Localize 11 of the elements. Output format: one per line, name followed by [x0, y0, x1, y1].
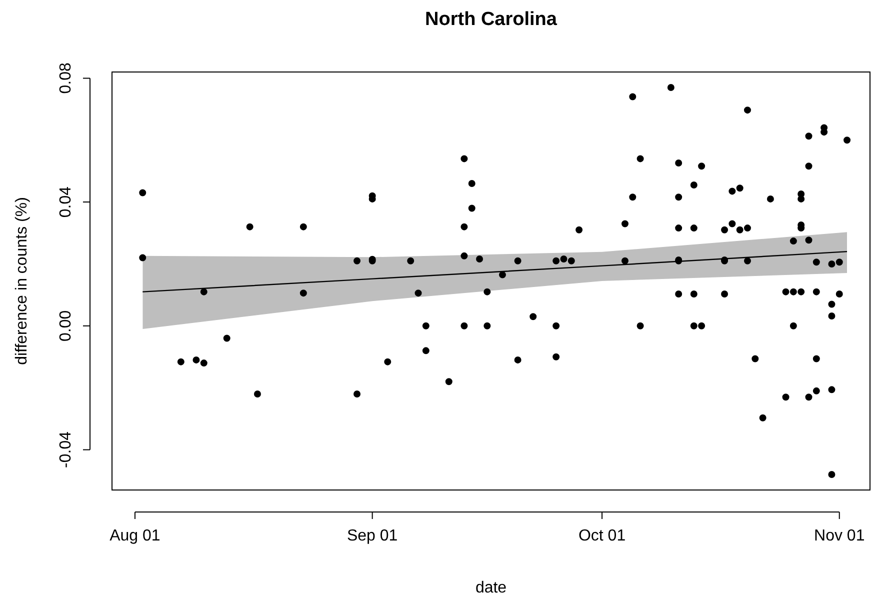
x-tick-label: Oct 01 [578, 527, 626, 544]
x-tick-label: Aug 01 [110, 527, 160, 544]
y-tick-label: -0.04 [57, 431, 74, 468]
x-axis-title: date [475, 579, 507, 596]
x-tick-label: Sep 01 [346, 527, 398, 544]
y-tick-label: 0.08 [57, 62, 74, 94]
x-tick-label: Nov 01 [814, 527, 865, 544]
y-tick-label: 0.04 [57, 186, 74, 218]
chart-title: North Carolina [425, 9, 558, 30]
y-tick-label: 0.00 [57, 310, 74, 342]
y-axis-title: difference in counts (%) [13, 197, 30, 365]
